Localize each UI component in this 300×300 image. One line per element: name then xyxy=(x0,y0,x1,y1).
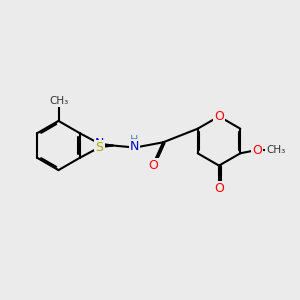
Text: O: O xyxy=(148,159,158,172)
Text: N: N xyxy=(95,137,104,150)
Text: O: O xyxy=(214,110,224,123)
Text: CH₃: CH₃ xyxy=(49,96,68,106)
Text: O: O xyxy=(214,182,224,195)
Text: S: S xyxy=(96,141,104,154)
Text: N: N xyxy=(130,140,139,154)
Text: CH₃: CH₃ xyxy=(266,145,285,155)
Text: H: H xyxy=(130,135,139,146)
Text: O: O xyxy=(252,144,262,157)
